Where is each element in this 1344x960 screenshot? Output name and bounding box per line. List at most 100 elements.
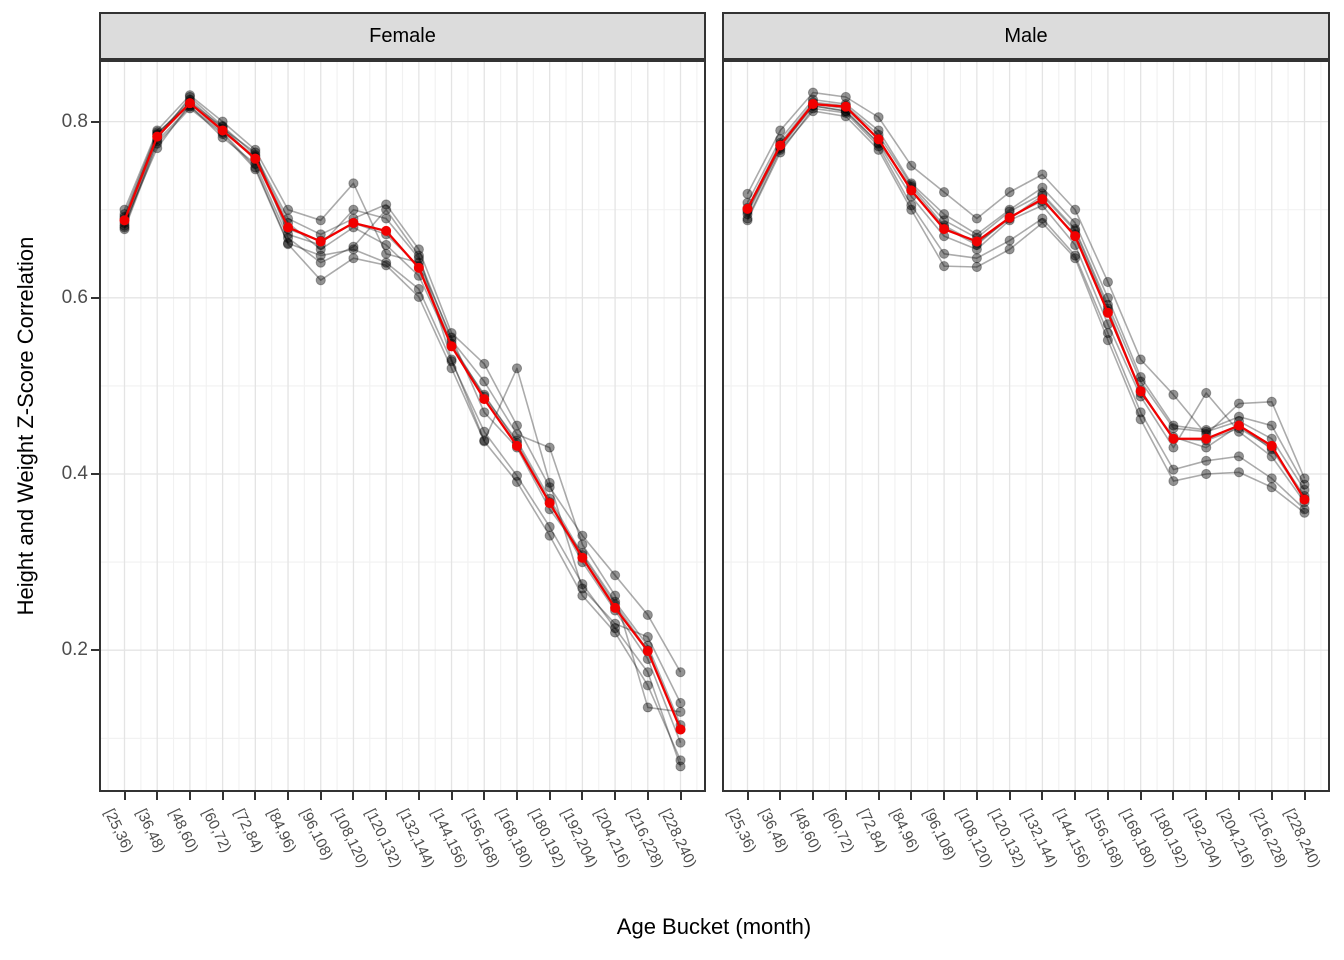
y-axis-tick bbox=[91, 120, 99, 123]
individual-series-point bbox=[1266, 451, 1277, 462]
individual-series-point bbox=[1102, 327, 1114, 339]
individual-series-point bbox=[413, 253, 424, 264]
x-axis-tick bbox=[417, 792, 420, 800]
y-tick-label: 0.6 bbox=[61, 286, 88, 308]
individual-series-point bbox=[315, 275, 326, 286]
individual-series-point bbox=[609, 623, 621, 634]
x-axis-tick bbox=[221, 792, 224, 800]
individual-series-point bbox=[544, 442, 555, 453]
mean-series-point bbox=[775, 140, 786, 151]
individual-series-point bbox=[1168, 389, 1179, 400]
individual-series-point bbox=[742, 215, 753, 226]
individual-series-point bbox=[1266, 473, 1277, 484]
individual-series-line bbox=[746, 105, 1306, 503]
x-axis-tick bbox=[614, 792, 617, 800]
individual-series-point bbox=[381, 213, 392, 224]
individual-series-point bbox=[479, 407, 490, 418]
x-axis-tick bbox=[188, 792, 191, 800]
x-axis-tick bbox=[1205, 792, 1208, 800]
x-axis-tick bbox=[515, 792, 518, 800]
individual-series-point bbox=[282, 239, 294, 250]
mean-series-point bbox=[840, 101, 851, 112]
y-tick-label: 0.8 bbox=[61, 110, 88, 132]
mean-series-line bbox=[746, 102, 1306, 501]
individual-series-point bbox=[577, 583, 588, 594]
x-tick-label: [84,96) bbox=[263, 806, 300, 856]
individual-series-point bbox=[1266, 482, 1277, 493]
x-axis-tick bbox=[1074, 792, 1077, 800]
x-axis-tick bbox=[287, 792, 290, 800]
mean-series-point bbox=[1266, 440, 1277, 451]
individual-series-point bbox=[873, 144, 884, 155]
x-axis-tick bbox=[254, 792, 257, 800]
individual-series-point bbox=[315, 215, 326, 226]
individual-series-point bbox=[577, 530, 588, 541]
x-axis-tick bbox=[1303, 792, 1306, 800]
individual-series-point bbox=[381, 257, 392, 268]
mean-series-line bbox=[123, 102, 682, 730]
individual-series-point bbox=[675, 755, 686, 766]
x-axis-tick bbox=[1237, 792, 1240, 800]
individual-series-point bbox=[906, 204, 917, 215]
mean-series-point bbox=[184, 98, 195, 109]
y-axis-tick bbox=[91, 296, 99, 299]
individual-series-point bbox=[938, 187, 950, 198]
mean-series-point bbox=[217, 125, 228, 136]
y-tick-label: 0.2 bbox=[61, 639, 88, 661]
individual-series-point bbox=[906, 160, 917, 171]
mean-series-point bbox=[742, 203, 753, 214]
individual-series-point bbox=[1233, 451, 1245, 462]
individual-series-point bbox=[1070, 250, 1081, 261]
y-axis-tick bbox=[91, 473, 99, 475]
individual-series-point bbox=[1299, 504, 1310, 515]
facet-strip-female: Female bbox=[99, 12, 706, 60]
individual-series-point bbox=[742, 188, 753, 199]
x-axis-tick bbox=[1106, 792, 1109, 800]
individual-series-point bbox=[971, 253, 982, 264]
individual-series-point bbox=[446, 363, 457, 374]
x-tick-label: [48,60) bbox=[165, 806, 202, 856]
facet-strip-label-male: Male bbox=[1004, 24, 1048, 47]
individual-series-point bbox=[282, 238, 294, 249]
individual-series-point bbox=[1168, 475, 1179, 487]
individual-series-point bbox=[511, 420, 523, 431]
individual-series-point bbox=[544, 482, 555, 493]
individual-series-point bbox=[315, 257, 326, 268]
individual-series-point bbox=[840, 111, 851, 122]
mean-series-point bbox=[1102, 307, 1113, 318]
individual-series-point bbox=[675, 737, 686, 748]
individual-series-point bbox=[282, 204, 294, 215]
y-tick-label: 0.4 bbox=[61, 463, 88, 484]
individual-series-point bbox=[675, 667, 686, 678]
individual-series-point bbox=[413, 283, 424, 295]
individual-series-line bbox=[746, 105, 1306, 500]
individual-series-point bbox=[609, 590, 621, 601]
mean-series-point bbox=[119, 215, 130, 226]
individual-series-point bbox=[938, 261, 950, 272]
individual-series-point bbox=[807, 87, 819, 98]
individual-series-point bbox=[1299, 507, 1310, 518]
individual-series-line bbox=[123, 107, 682, 761]
individual-series-line bbox=[123, 98, 681, 713]
individual-series-point bbox=[381, 239, 392, 251]
individual-series-point bbox=[413, 291, 424, 303]
individual-series-point bbox=[479, 376, 490, 387]
individual-series-point bbox=[446, 356, 457, 367]
x-tick-label: [60,72) bbox=[821, 806, 858, 856]
x-axis-tick bbox=[581, 792, 584, 800]
mean-series-point bbox=[1299, 494, 1310, 505]
x-axis-tick bbox=[123, 792, 126, 800]
mean-series-point bbox=[1037, 194, 1048, 205]
individual-series-point bbox=[1201, 442, 1212, 453]
x-axis-tick bbox=[1008, 792, 1011, 800]
x-axis-tick bbox=[1172, 792, 1175, 800]
x-axis-tick bbox=[352, 792, 355, 800]
mean-series-point bbox=[675, 724, 686, 735]
individual-series-point bbox=[1004, 244, 1015, 255]
individual-series-point bbox=[511, 363, 523, 374]
individual-series-point bbox=[348, 244, 359, 255]
individual-series-point bbox=[1168, 464, 1179, 475]
individual-series-point bbox=[1037, 213, 1048, 224]
x-tick-label: [36,48) bbox=[132, 806, 169, 856]
individual-series-point bbox=[1004, 187, 1015, 198]
